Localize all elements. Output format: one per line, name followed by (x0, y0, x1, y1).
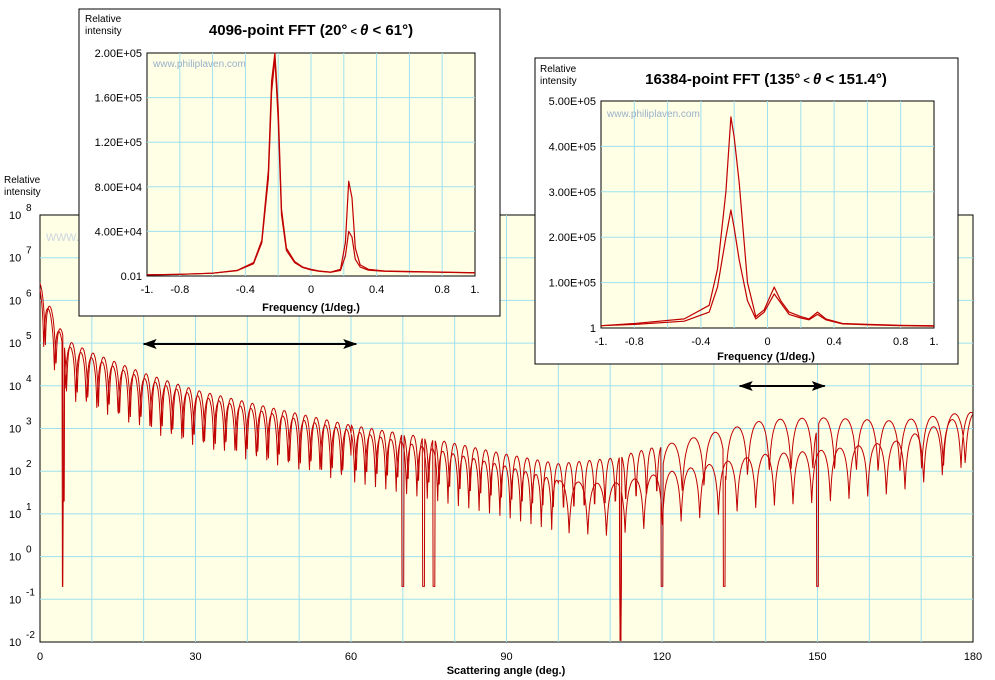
inset2-x-tick-labels: -1. -0.8 -0.4 0 0.4 0.8 1. (595, 336, 939, 348)
inset-fft-16384: www.philiplaven.com 5.00E+05 4.00E+05 3.00… (534, 57, 959, 365)
in2-x-tick-label: -1. (595, 336, 608, 348)
in1-title-lt: < (347, 26, 360, 38)
in1-y-tick-label: 8.00E+04 (95, 182, 142, 194)
in2-y-tick-label: 1 (590, 323, 596, 335)
main-x-tick-label: 60 (345, 651, 357, 663)
inset1-series (146, 52, 476, 276)
in1-x-tick-label: 0.8 (435, 284, 450, 296)
in2-x-tick-label: 0.8 (893, 336, 908, 348)
main-y-tick-exponent: 6 (26, 288, 32, 299)
inset1-x-tick-labels: -1. -0.8 -0.4 0 0.4 0.8 1. (141, 284, 480, 296)
in1-y-tick-label: 1.60E+05 (95, 93, 142, 105)
main-x-tick-label: 90 (500, 651, 512, 663)
in1-y-tick-label: 0.01 (121, 271, 142, 283)
main-x-tick-label: 30 (189, 651, 201, 663)
in1-title-theta: θ (360, 22, 369, 39)
in2-y-tick-label: 1.00E+05 (549, 278, 596, 290)
main-xlabel: Scattering angle (deg.) (447, 665, 566, 677)
in1-series-line (146, 58, 476, 276)
in1-y-tick-label: 4.00E+04 (95, 226, 142, 238)
main-y-tick-exponent: 8 (26, 203, 32, 214)
main-x-tick-label: 0 (37, 651, 43, 663)
range-arrows (142, 339, 826, 391)
in2-title-part: < 151.4°) (821, 71, 887, 88)
in1-x-tick-label: 0.4 (369, 284, 384, 296)
inset1-grid (147, 53, 475, 276)
main-ylabel-line1: Relative (4, 175, 41, 186)
in1-x-tick-label: -0.8 (170, 284, 189, 296)
in2-x-tick-label: -0.8 (625, 336, 644, 348)
main-y-tick-exponent: 0 (26, 545, 32, 556)
main-ylabel-line2: intensity (4, 187, 41, 198)
main-y-tick-label: 10 (9, 594, 21, 606)
main-x-tick-label: 120 (653, 651, 671, 663)
main-y-tick-exponent: 3 (26, 417, 32, 428)
main-y-tick-label: 10 (9, 509, 21, 521)
inset1-y-tick-labels: 2.00E+05 1.60E+05 1.20E+05 8.00E+04 4.00E+04… (95, 48, 142, 283)
inset1-xlabel: Frequency (1/deg.) (262, 302, 360, 314)
main-y-tick-exponent: 1 (26, 502, 32, 513)
inset-fft-4096: www.philiplaven.com 2.00E+05 1.60E+05 1.20… (78, 8, 501, 317)
inset2-ylabel-line1: Relative (540, 64, 577, 75)
main-x-tick-label: 150 (808, 651, 826, 663)
main-y-tick-labels: 10 8 10 7 10 6 10 5 10 4 10 3 10 2 10 1 10 0 10 -1 10 -2 (9, 203, 35, 649)
in2-x-tick-label: 0 (764, 336, 770, 348)
inset2-ylabel-line2: intensity (540, 76, 577, 87)
inset2-grid (601, 101, 934, 328)
main-y-tick-label: 10 (9, 210, 21, 222)
in2-x-tick-label: 1. (929, 336, 938, 348)
in1-x-tick-label: -1. (141, 284, 154, 296)
in1-title-part: 4096-point FFT (20° (209, 22, 348, 39)
in2-y-tick-label: 4.00E+05 (549, 141, 596, 153)
in1-x-tick-label: -0.4 (236, 284, 255, 296)
inset2-xlabel: Frequency (1/deg.) (717, 351, 815, 363)
in2-x-tick-label: -0.4 (691, 336, 710, 348)
inset2-title: 16384-point FFT (135° < θ < 151.4°) (645, 71, 887, 88)
inset2-series (600, 116, 935, 327)
main-y-tick-label: 10 (9, 552, 21, 564)
inset1-ylabel-line2: intensity (85, 26, 122, 37)
in1-y-tick-label: 2.00E+05 (95, 48, 142, 60)
main-y-tick-label: 10 (9, 466, 21, 478)
inset1-ylabel-line1: Relative (85, 14, 122, 25)
main-x-tick-labels: 0 30 60 90 120 150 180 (37, 651, 982, 663)
main-x-tick-label: 180 (964, 651, 982, 663)
in2-series-line (600, 116, 935, 327)
in1-x-tick-label: 1. (470, 284, 479, 296)
main-y-tick-exponent: 2 (26, 459, 32, 470)
main-y-tick-label: 10 (9, 338, 21, 350)
in2-title-part: 16384-point FFT (135° (645, 71, 800, 88)
main-y-tick-label: 10 (9, 637, 21, 649)
main-series-line (39, 289, 973, 641)
in2-y-tick-label: 3.00E+05 (549, 187, 596, 199)
in2-series-line (600, 209, 935, 327)
inset1-title: 4096-point FFT (20° < θ < 61°) (209, 22, 413, 39)
main-y-tick-exponent: -1 (26, 587, 35, 598)
main-y-tick-exponent: 7 (26, 246, 32, 257)
main-series-line (39, 283, 974, 641)
main-y-tick-label: 10 (9, 253, 21, 265)
in2-title-lt: < (800, 75, 813, 87)
main-y-tick-exponent: 4 (26, 374, 32, 385)
main-y-tick-label: 10 (9, 295, 21, 307)
in2-y-tick-label: 2.00E+05 (549, 232, 596, 244)
in1-x-tick-label: 0 (308, 284, 314, 296)
inset1-watermark: www.philiplaven.com (152, 59, 246, 70)
in2-title-theta: θ (813, 71, 822, 88)
in2-x-tick-label: 0.4 (826, 336, 841, 348)
main-series (39, 283, 974, 641)
in1-y-tick-label: 1.20E+05 (95, 137, 142, 149)
main-y-tick-exponent: 5 (26, 331, 32, 342)
inset2-watermark: www.philiplaven.com (606, 109, 700, 120)
main-y-tick-exponent: -2 (26, 630, 35, 641)
inset2-y-tick-labels: 5.00E+05 4.00E+05 3.00E+05 2.00E+05 1.00E+05… (549, 96, 596, 335)
in1-title-part: < 61°) (368, 22, 413, 39)
main-y-tick-label: 10 (9, 424, 21, 436)
in2-y-tick-label: 5.00E+05 (549, 96, 596, 108)
main-y-tick-label: 10 (9, 381, 21, 393)
